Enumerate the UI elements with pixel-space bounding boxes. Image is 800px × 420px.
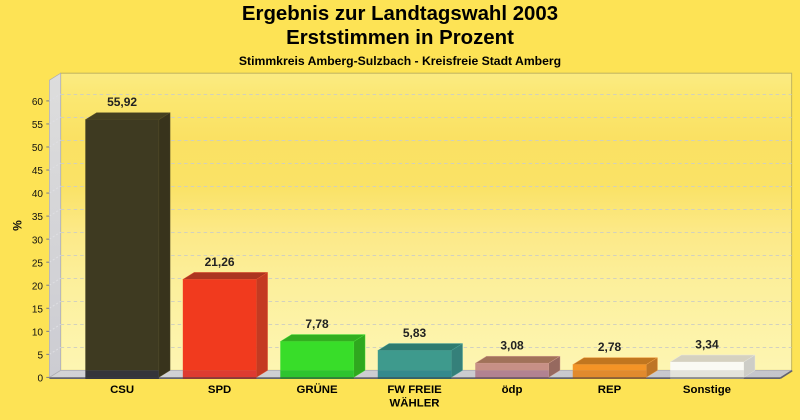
svg-text:15: 15 [32, 304, 44, 315]
svg-text:10: 10 [32, 327, 44, 338]
svg-text:40: 40 [32, 189, 44, 200]
svg-text:0: 0 [37, 374, 43, 385]
svg-text:FW FREIE: FW FREIE [387, 384, 442, 396]
svg-text:25: 25 [32, 258, 44, 269]
svg-text:21,26: 21,26 [205, 255, 235, 269]
svg-text:20: 20 [32, 281, 44, 292]
svg-text:3,34: 3,34 [695, 337, 719, 351]
svg-text:35: 35 [32, 212, 44, 223]
svg-text:60: 60 [32, 97, 44, 108]
svg-text:5: 5 [37, 350, 43, 361]
svg-text:5,83: 5,83 [403, 326, 427, 340]
svg-text:CSU: CSU [110, 384, 134, 396]
svg-text:55: 55 [32, 120, 44, 131]
svg-text:%: % [10, 220, 24, 231]
svg-text:WÄHLER: WÄHLER [390, 397, 440, 410]
svg-text:50: 50 [32, 143, 44, 154]
svg-text:2,78: 2,78 [598, 340, 622, 354]
svg-text:Sonstige: Sonstige [683, 384, 731, 396]
svg-text:55,92: 55,92 [107, 95, 137, 109]
svg-text:REP: REP [598, 384, 622, 396]
svg-text:SPD: SPD [208, 384, 231, 396]
svg-text:ödp: ödp [502, 384, 523, 396]
svg-text:7,78: 7,78 [305, 317, 329, 331]
svg-text:3,08: 3,08 [500, 339, 524, 353]
svg-text:30: 30 [32, 235, 44, 246]
svg-text:45: 45 [32, 166, 44, 177]
svg-text:GRÜNE: GRÜNE [296, 383, 338, 396]
